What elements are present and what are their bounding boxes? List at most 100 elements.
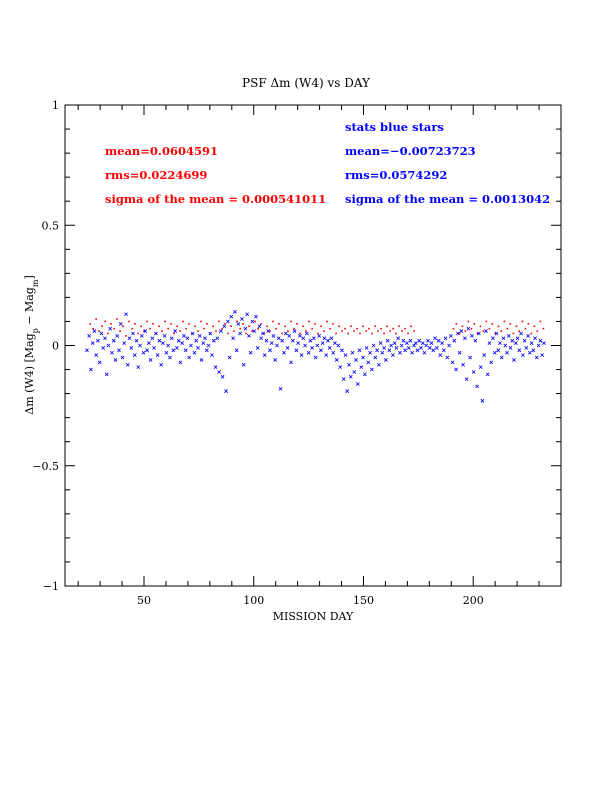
data-point-blue [376, 362, 381, 367]
data-point-red [158, 325, 160, 328]
data-point-blue [445, 355, 450, 360]
data-point-red [113, 327, 115, 330]
data-point-blue [173, 329, 178, 333]
data-point-red [308, 320, 310, 323]
data-point-red [131, 327, 133, 330]
data-point-blue [171, 348, 176, 353]
data-point-blue [338, 365, 343, 370]
data-point-red [350, 325, 352, 328]
data-point-blue [398, 350, 402, 355]
data-point-red [467, 320, 470, 323]
data-point-blue [306, 350, 311, 355]
data-point-red [98, 330, 100, 332]
data-point-blue [292, 329, 297, 333]
chart-title: PSF Δm (W4) vs DAY [242, 76, 371, 90]
data-point-red [512, 332, 515, 335]
data-point-blue [475, 384, 480, 389]
data-point-blue [106, 343, 111, 348]
data-point-blue [101, 346, 106, 350]
data-point-red [356, 327, 358, 330]
y-axis-label-mid: − Mag [23, 287, 36, 328]
data-point-blue [434, 346, 439, 350]
data-point-red [473, 323, 476, 325]
data-point-blue [143, 329, 148, 333]
data-point-blue [480, 398, 485, 403]
data-point-blue [243, 326, 248, 331]
data-point-red [413, 330, 415, 332]
data-point-blue [225, 319, 230, 324]
data-point-blue [175, 346, 179, 350]
data-point-blue [182, 333, 186, 338]
stats-blue-sigma: sigma of the mean = 0.0013042 [345, 192, 550, 206]
data-point-blue [359, 365, 364, 370]
data-point-red [479, 325, 482, 328]
data-point-red [257, 327, 259, 330]
data-point-blue [310, 346, 315, 350]
data-point-blue [405, 341, 409, 345]
data-point-red [503, 320, 506, 323]
data-point-red [344, 327, 346, 330]
data-point-blue [134, 338, 139, 343]
data-point-blue [462, 336, 467, 341]
data-point-blue [148, 358, 153, 362]
data-point-blue [127, 336, 132, 341]
data-point-red [401, 330, 403, 332]
data-point-red [227, 332, 229, 335]
data-point-blue [227, 355, 232, 360]
data-point-blue [441, 348, 446, 353]
data-point-red [509, 323, 512, 325]
data-point-blue [166, 343, 171, 348]
data-point-blue [419, 346, 423, 350]
x-tick-label: 200 [463, 594, 484, 607]
data-point-blue [248, 350, 253, 355]
data-point-blue [210, 353, 214, 358]
data-point-blue [494, 331, 499, 336]
data-point-blue [211, 338, 216, 343]
data-point-blue [164, 350, 169, 355]
data-point-red [152, 323, 154, 325]
data-point-blue [122, 341, 127, 345]
data-point-red [542, 327, 545, 330]
data-point-red [497, 325, 500, 328]
y-tick-label: 1 [52, 99, 59, 112]
data-point-blue [512, 358, 516, 362]
data-point-blue [271, 333, 276, 338]
data-point-red [452, 327, 455, 330]
data-point-blue [459, 329, 464, 333]
y-axis-label-sub2: m [31, 279, 40, 287]
data-point-blue [218, 329, 223, 333]
data-point-red [407, 332, 409, 335]
data-point-blue [496, 348, 501, 353]
data-point-red [164, 320, 166, 323]
data-point-red [368, 327, 370, 330]
data-point-blue [231, 336, 235, 341]
data-point-red [500, 330, 503, 332]
data-point-red [122, 325, 124, 328]
data-point-red [245, 332, 247, 335]
data-point-blue [426, 338, 430, 343]
data-point-blue [417, 338, 422, 343]
data-point-red [464, 330, 467, 332]
data-point-blue [317, 333, 322, 338]
data-point-blue [333, 341, 337, 345]
data-point-blue [240, 317, 244, 321]
x-tick-label: 150 [353, 594, 374, 607]
data-point-blue [252, 329, 257, 333]
data-point-blue [515, 336, 520, 341]
data-point-red [326, 320, 328, 323]
data-point-blue [505, 350, 509, 355]
data-point-blue [301, 336, 306, 341]
data-point-red [458, 332, 461, 335]
data-point-red [293, 327, 295, 330]
data-point-blue [324, 353, 329, 358]
data-point-blue [520, 353, 525, 358]
data-point-red [170, 323, 172, 325]
data-point-blue [329, 336, 334, 341]
data-point-red [392, 327, 394, 330]
data-point-blue [485, 372, 490, 377]
data-point-blue [320, 341, 325, 345]
data-point-blue [531, 348, 536, 353]
data-point-blue [190, 331, 195, 336]
data-point-red [341, 330, 343, 332]
data-point-blue [117, 348, 121, 353]
